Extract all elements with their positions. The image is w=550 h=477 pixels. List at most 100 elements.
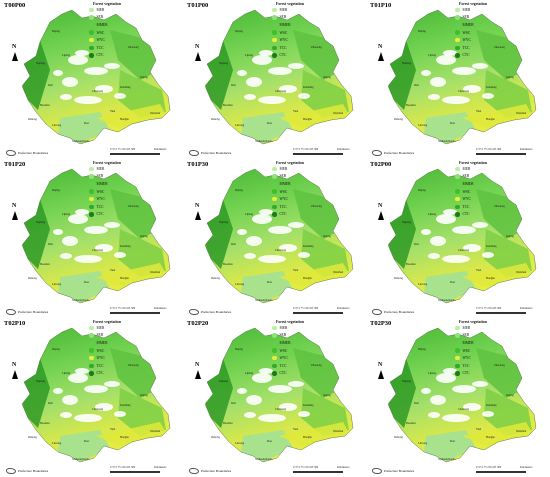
boundary-outline-icon [372,468,382,474]
legend-label: CTC [96,53,104,58]
city-label: Wenshan [516,430,527,433]
legend-item: MMEB [272,180,332,188]
legend-item: TCC [272,203,332,211]
legend-label: MMEB [279,181,291,186]
legend-label: WYC [279,197,288,202]
city-label: Yuxi [476,110,482,113]
legend-item: WYC [272,354,332,362]
legend-swatch-icon [89,37,94,43]
legend: Forest vegetation MEB SEB MMEB WSC WYC TCC CTC [89,161,149,218]
panel-title: T02P30 [370,320,392,327]
city-label: Wenshan [150,271,161,274]
city-label: Xishuangbanna [255,140,273,143]
city-label: Dali [48,402,53,405]
scale-bar: 0 37.5 75 150 225 300 Kilometers [293,466,353,476]
legend-swatch-icon [272,30,277,35]
legend-label: SEB [279,333,287,338]
legend-label: SEB [462,174,470,179]
map-panel: T01P20 Forest vegetation MEB SEB MMEB WSC WYC T… [0,159,183,318]
legend-label: MMEB [96,340,108,345]
legend-item: WYC [455,354,515,362]
legend-item: WSC [272,347,332,355]
legend-swatch-icon [89,181,94,187]
boundary-legend: Prefecture Boundaries [6,309,48,315]
scale-ticks: 0 37.5 75 150 225 300 [110,307,136,310]
city-label: Puer [84,440,90,443]
city-label: Nujiang [219,62,229,65]
city-label: Baoshan [223,422,233,425]
north-arrow-icon [12,52,18,61]
city-label: Xishuangbanna [438,299,456,302]
legend-swatch-icon [89,15,94,20]
city-label: Lincang [418,283,428,286]
city-label: Dehong [211,118,220,121]
city-label: Xishuangbanna [255,299,273,302]
city-label: Kunming [303,245,314,248]
legend-label: WSC [462,30,471,35]
legend-label: WYC [279,38,288,43]
legend-item: SEB [455,14,515,22]
legend-label: MMEB [462,181,474,186]
legend-swatch-icon [455,333,460,338]
legend-label: WYC [462,356,471,361]
legend-label: MMEB [462,340,474,345]
legend-label: CTC [96,371,104,376]
legend-label: TCC [462,204,470,209]
legend-item: CTC [455,52,515,60]
city-label: Puer [84,122,90,125]
vegetation-map [21,327,171,463]
scale-unit: Kilometers [154,148,167,151]
legend-item: WYC [89,354,149,362]
legend-swatch-icon [272,348,277,353]
city-label: Kunming [120,245,131,248]
boundary-label: Prefecture Boundaries [201,469,232,473]
legend-label: CTC [279,212,287,217]
legend-item: WYC [89,195,149,203]
scale-unit: Kilometers [520,307,533,310]
legend-title: Forest vegetation [93,161,121,165]
legend-label: CTC [462,53,470,58]
legend-item: MMEB [89,180,149,188]
legend-label: TCC [462,45,470,50]
city-label: Qujing [323,76,331,79]
city-label: Chuxiong [458,249,470,252]
boundary-label: Prefecture Boundaries [18,151,49,155]
city-label: Yuxi [293,428,299,431]
map-panel: T00P00 Forest vegetation MEB SEB MMEB WSC WYC T… [0,0,183,159]
boundary-outline-icon [189,468,199,474]
north-label: N [12,44,17,50]
legend-item: TCC [89,362,149,370]
city-label: Lijiang [62,213,71,216]
scale-unit: Kilometers [337,466,350,469]
legend-swatch-icon [272,22,277,28]
legend-swatch-icon [455,30,460,35]
city-label: Yuxi [110,428,116,431]
city-label: Chuxiong [458,90,470,93]
city-label: Honghe [120,277,129,280]
city-label: Wenshan [150,112,161,115]
city-label: Zhaotong [494,205,505,208]
legend-swatch-icon [455,212,460,217]
legend-item: CTC [455,370,515,378]
city-label: Puer [84,281,90,284]
city-label: Wenshan [150,430,161,433]
city-label: Dali [414,402,419,405]
city-label: Yuxi [476,269,482,272]
city-label: Puer [450,281,456,284]
legend-item: SEB [89,14,149,22]
legend-label: MMEB [462,22,474,27]
legend-label: WSC [96,30,105,35]
legend-swatch-icon [455,325,460,331]
boundary-outline-icon [6,150,16,156]
scale-bar: 0 37.5 75 150 225 300 Kilometers [110,307,170,317]
city-label: Dehong [394,436,403,439]
legend-swatch-icon [89,325,94,331]
scale-ticks: 0 37.5 75 150 225 300 [110,466,136,469]
city-label: Lijiang [245,54,254,57]
legend-label: MEB [279,325,288,330]
legend-item: WSC [89,29,149,37]
legend-label: WYC [462,38,471,43]
map-panel: T01P00 Forest vegetation MEB SEB MMEB WSC WYC T… [183,0,366,159]
city-label: Lincang [52,124,62,127]
legend-item: MEB [272,6,332,14]
